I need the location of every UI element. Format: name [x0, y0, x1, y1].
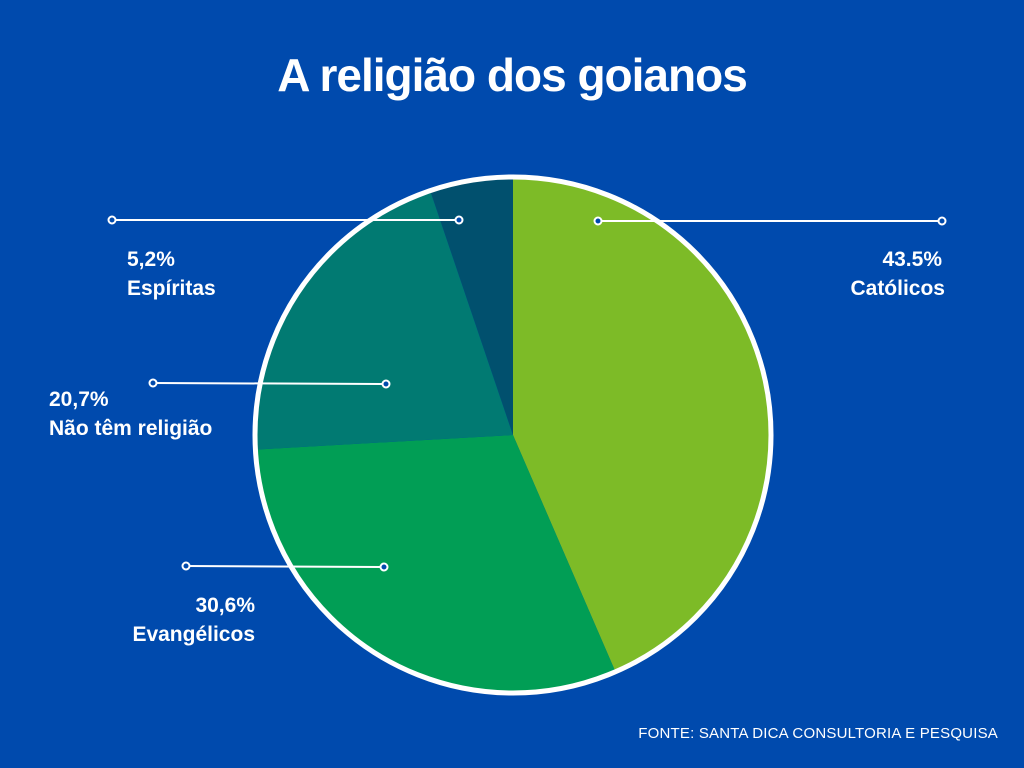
value-label-catolicos: 43.5% [882, 248, 942, 271]
leader-dot-catolicos-inner [593, 216, 603, 226]
slice-sem-religiao [254, 190, 514, 450]
chart-title: A religião dos goianos [277, 49, 748, 101]
value-label-espiritas: 5,2% [127, 248, 175, 271]
label-sem-religiao: 20,7% Não têm religião [49, 378, 391, 440]
leader-dot-evangelicos-inner [379, 562, 389, 572]
pie-border [252, 174, 774, 696]
source-note: FONTE: SANTA DICA CONSULTORIA E PESQUISA [638, 725, 998, 742]
value-label-evangelicos: 30,6% [195, 594, 255, 617]
leader-dot-espiritas-inner [454, 215, 464, 225]
leader-dot-evangelicos-outer [181, 561, 191, 571]
leader-dot-sem-religiao-inner [381, 379, 391, 389]
pie-slices [254, 177, 771, 693]
leader-dot-espiritas-outer [107, 215, 117, 225]
slice-catolicos [513, 177, 771, 672]
leader-dot-catolicos-outer [937, 216, 947, 226]
category-label-sem-religiao: Não têm religião [49, 417, 212, 440]
leader-line-sem-religiao [152, 382, 387, 385]
category-label-catolicos: Católicos [850, 277, 945, 300]
label-espiritas: 5,2% Espíritas [107, 215, 464, 300]
leader-dot-sem-religiao-outer [148, 378, 158, 388]
value-label-sem-religiao: 20,7% [49, 388, 109, 411]
label-evangelicos: 30,6% Evangélicos [132, 561, 389, 646]
label-catolicos: 43.5% Católicos [593, 216, 947, 300]
category-label-evangelicos: Evangélicos [132, 623, 255, 646]
slice-espiritas [430, 177, 513, 435]
leader-line-evangelicos [185, 565, 385, 568]
category-label-espiritas: Espíritas [127, 277, 216, 300]
